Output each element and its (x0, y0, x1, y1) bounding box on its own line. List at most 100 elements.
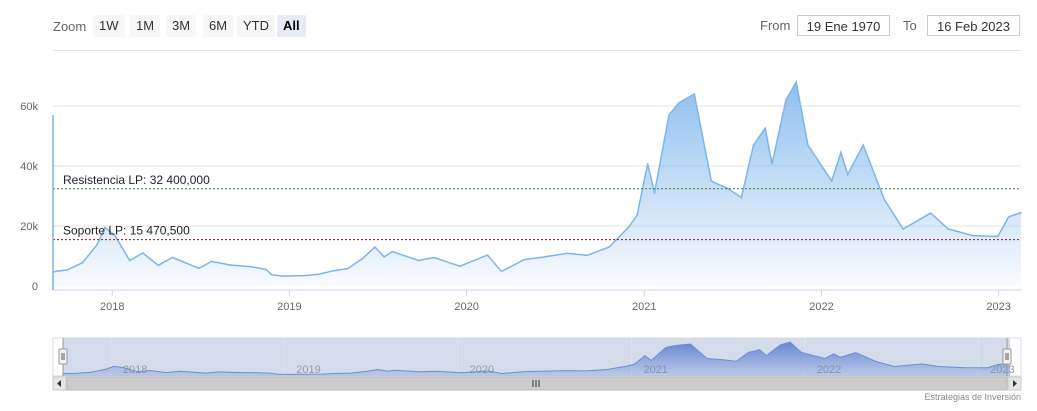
y-tick-label: 20k (20, 221, 38, 233)
zoom-label: Zoom (53, 19, 87, 34)
to-date-input[interactable]: 16 Feb 2023 (927, 15, 1020, 36)
price-point (113, 234, 116, 237)
price-point (81, 261, 84, 264)
y-tick-label: 40k (20, 161, 38, 173)
navigator-tick-label: 2019 (296, 364, 320, 376)
price-point (947, 228, 949, 230)
price-point (502, 269, 504, 272)
price-point (929, 212, 932, 214)
price-point (1004, 222, 1006, 225)
price-point (317, 273, 319, 276)
price-point (668, 114, 670, 116)
plot-line-label: Soporte LP: 15 470,500 (63, 224, 190, 238)
price-point (846, 173, 849, 176)
y-axis: 0 20k 40k 60k (20, 101, 38, 293)
price-point (830, 180, 833, 182)
price-point (883, 198, 885, 200)
plot-line-label: Resistencia LP: 32 400,000 (63, 173, 210, 187)
price-point (1007, 216, 1010, 218)
navigator-left-handle[interactable] (58, 348, 68, 365)
x-axis: 2018 2019 2020 2021 2022 2023 (100, 290, 1011, 313)
x-tick-label: 2020 (454, 301, 478, 313)
price-point (128, 259, 131, 262)
navigator-right-handle[interactable] (1002, 348, 1012, 365)
price-point (459, 265, 461, 268)
price-point (383, 256, 385, 258)
zoom-ytd-button[interactable]: YTD (237, 15, 275, 37)
price-point (270, 273, 273, 276)
price-point (96, 243, 98, 246)
price-point (840, 151, 842, 154)
scrollbar-thumb[interactable] (66, 376, 1008, 391)
toolbar-divider (53, 50, 1021, 51)
plot-lines: Resistencia LP: 32 400,000 Soporte LP: 15… (53, 173, 1021, 241)
y-tick-label: 0 (32, 281, 38, 293)
price-point (566, 252, 569, 255)
scrollbar[interactable] (52, 376, 1022, 391)
x-tick-label: 2023 (986, 301, 1010, 313)
zoom-1w-button[interactable]: 1W (93, 15, 125, 37)
price-point (608, 246, 611, 248)
y-tick-label: 60k (20, 101, 38, 113)
arrow-left-icon (57, 380, 61, 387)
zoom-6m-button[interactable]: 6M (203, 15, 234, 37)
price-point (752, 144, 755, 146)
price-point (653, 192, 656, 194)
price-point (500, 270, 502, 272)
zoom-3m-button[interactable]: 3M (166, 15, 197, 37)
price-point (646, 163, 649, 165)
price-point (346, 267, 349, 270)
price-point (66, 269, 69, 271)
price-point (157, 264, 160, 267)
price-point (361, 257, 364, 260)
price-point (280, 275, 283, 277)
from-label: From (760, 18, 791, 33)
price-point (807, 144, 809, 146)
price-point (771, 163, 773, 165)
price-point (303, 274, 305, 277)
price-points (52, 81, 1022, 290)
price-point (727, 187, 729, 190)
price-point (740, 196, 743, 199)
to-label: To (903, 18, 917, 33)
range-selector-toolbar: Zoom 1W 1M 3M 6M YTD All From 19 Ene 197… (0, 0, 1037, 50)
zoom-1m-button[interactable]: 1M (130, 15, 161, 37)
price-point (391, 250, 394, 253)
price-point (972, 234, 974, 237)
price-point (539, 256, 542, 259)
price-point (142, 252, 144, 254)
from-date-input[interactable]: 19 Ene 1970 (797, 15, 890, 36)
arrow-right-icon (1013, 380, 1017, 387)
x-tick-label: 2019 (277, 301, 301, 313)
navigator-series-line (62, 341, 1011, 375)
price-point (710, 180, 713, 182)
price-point (693, 93, 696, 95)
price-point (523, 258, 526, 261)
price-point (996, 235, 999, 238)
price-point (210, 260, 213, 263)
price-point (433, 256, 435, 259)
x-tick-label: 2018 (100, 301, 124, 313)
price-point (332, 269, 335, 272)
price-point (198, 267, 200, 270)
price-point (229, 264, 231, 266)
x-tick-label: 2022 (809, 301, 833, 313)
price-point (104, 226, 106, 229)
price-point (1020, 211, 1022, 214)
zoom-all-button[interactable]: All (277, 15, 306, 37)
credits-label: Estrategias de Inversión (924, 392, 1021, 402)
price-point (628, 226, 630, 228)
price-point (764, 127, 766, 129)
price-point (902, 228, 904, 230)
price-point (785, 99, 787, 101)
price-point (486, 254, 489, 256)
price-point (795, 81, 797, 83)
price-point (678, 102, 680, 104)
price-point (265, 268, 267, 271)
x-tick-label: 2021 (632, 301, 656, 313)
price-point (636, 214, 638, 217)
price-point (374, 246, 376, 248)
price-point (417, 259, 420, 262)
